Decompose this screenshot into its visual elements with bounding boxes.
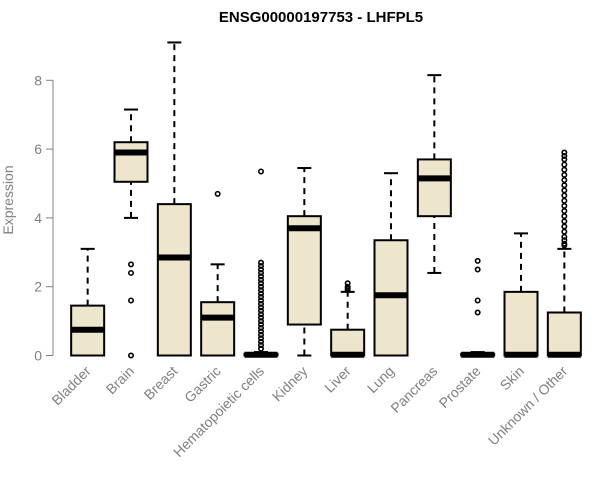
- outlier-point: [257, 342, 264, 349]
- outlier-point: [257, 318, 264, 325]
- box-lung: [373, 172, 409, 357]
- outlier-point: [257, 287, 264, 294]
- outlier-point: [561, 192, 568, 199]
- box-iqr: [330, 328, 366, 357]
- outlier-point: [257, 300, 264, 307]
- box-iqr: [416, 158, 452, 218]
- outlier-point: [257, 269, 264, 276]
- outlier-point: [257, 311, 264, 318]
- x-tick-label: Prostate: [436, 363, 484, 411]
- box-hematopoietic-cells: [243, 168, 279, 358]
- outlier-point: [257, 266, 264, 273]
- outlier-point: [561, 202, 568, 209]
- outlier-point: [561, 171, 568, 178]
- outlier-point: [257, 338, 264, 345]
- x-tick-label: Pancreas: [387, 363, 440, 416]
- box-iqr: [286, 215, 322, 326]
- outlier-point: [257, 324, 264, 331]
- x-tick-label: Skin: [497, 363, 528, 394]
- outlier-point: [257, 276, 264, 283]
- box-bladder: [70, 247, 106, 357]
- box-iqr: [113, 141, 149, 183]
- outlier-point: [257, 345, 264, 352]
- outlier-point: [257, 304, 264, 311]
- outlier-point: [257, 335, 264, 342]
- y-axis-label: Expression: [0, 165, 16, 234]
- outlier-point: [561, 213, 568, 220]
- box-prostate: [460, 257, 496, 358]
- box-skin: [503, 232, 539, 358]
- outlier-point: [257, 290, 264, 297]
- x-tick-label: Brain: [103, 363, 137, 397]
- box-brain: [113, 108, 149, 359]
- outlier-point: [561, 177, 568, 184]
- outlier-point: [474, 309, 481, 316]
- outlier-point: [257, 307, 264, 314]
- chart-title: ENSG00000197753 - LHFPL5: [219, 9, 423, 26]
- outlier-point: [257, 314, 264, 321]
- outlier-point: [561, 223, 568, 230]
- outlier-point: [128, 352, 135, 359]
- box-breast: [156, 41, 192, 357]
- y-tick-label: 8: [34, 72, 42, 88]
- outlier-point: [257, 168, 264, 175]
- box-gastric: [200, 190, 236, 357]
- box-iqr: [156, 203, 192, 357]
- outlier-point: [561, 208, 568, 215]
- outlier-point: [561, 152, 568, 159]
- x-tick-label: Lung: [364, 363, 397, 396]
- outlier-point: [257, 273, 264, 280]
- box-pancreas: [416, 74, 452, 274]
- outlier-point: [561, 242, 568, 249]
- outlier-point: [561, 182, 568, 189]
- outlier-point: [257, 283, 264, 290]
- outlier-point: [257, 259, 264, 266]
- outlier-point: [474, 257, 481, 264]
- axes: 0 2 4 6 8: [34, 72, 54, 364]
- outlier-point: [257, 280, 264, 287]
- outlier-point: [128, 297, 135, 304]
- outlier-point: [214, 190, 221, 197]
- outlier-point: [257, 331, 264, 338]
- box-iqr: [546, 311, 582, 357]
- outlier-point: [257, 297, 264, 304]
- outlier-point: [257, 294, 264, 301]
- box-unknown-other: [546, 149, 582, 358]
- outlier-point: [561, 228, 568, 235]
- y-tick-label: 2: [34, 279, 42, 295]
- outlier-point: [344, 287, 351, 294]
- outlier-point: [257, 263, 264, 270]
- x-tick-label: Kidney: [269, 363, 311, 405]
- outlier-point: [128, 261, 135, 268]
- outlier-point: [257, 328, 264, 335]
- outlier-point: [474, 266, 481, 273]
- box-kidney: [286, 167, 322, 357]
- outlier-point: [561, 187, 568, 194]
- y-tick-label: 4: [34, 210, 42, 226]
- outlier-point: [561, 233, 568, 240]
- outlier-point: [257, 321, 264, 328]
- x-tick-label: Gastric: [181, 363, 224, 406]
- y-tick-label: 0: [34, 348, 42, 364]
- x-tick-label: Bladder: [48, 363, 94, 409]
- x-tick-label: Liver: [321, 363, 354, 396]
- x-tick-label: Unknown / Other: [485, 363, 571, 449]
- outlier-point: [561, 149, 568, 156]
- outlier-point: [561, 161, 568, 168]
- box-iqr: [200, 301, 236, 357]
- outlier-point: [474, 297, 481, 304]
- y-tick-label: 6: [34, 141, 42, 157]
- outlier-point: [561, 197, 568, 204]
- outlier-point: [128, 269, 135, 276]
- outlier-point: [561, 156, 568, 163]
- x-tick-label: Breast: [141, 363, 181, 403]
- outlier-point: [561, 166, 568, 173]
- box-liver: [330, 280, 366, 358]
- boxes-layer: [70, 41, 582, 359]
- box-iqr: [503, 290, 539, 357]
- outlier-point: [561, 218, 568, 225]
